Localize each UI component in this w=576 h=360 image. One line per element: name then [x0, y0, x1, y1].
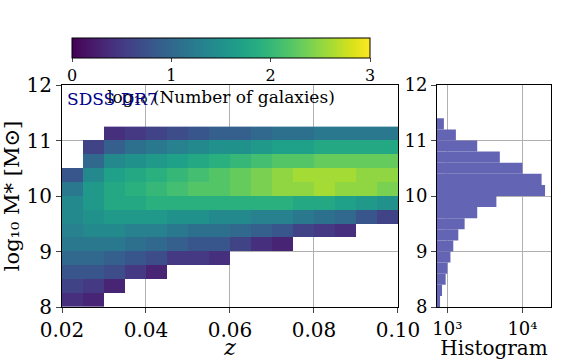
svg-text:0: 0 [67, 66, 77, 85]
svg-text:8: 8 [416, 296, 427, 317]
svg-text:10: 10 [405, 185, 428, 206]
svg-text:SDSS DR7: SDSS DR7 [67, 89, 158, 109]
svg-text:11: 11 [405, 130, 428, 151]
svg-text:11: 11 [27, 129, 52, 153]
svg-text:0.06: 0.06 [208, 318, 253, 342]
svg-text:0.10: 0.10 [376, 318, 421, 342]
svg-text:log₁₀ M* [M⊙]: log₁₀ M* [M⊙] [0, 121, 24, 271]
svg-text:0.02: 0.02 [40, 318, 85, 342]
svg-text:9: 9 [39, 240, 52, 264]
svg-text:10⁴: 10⁴ [507, 318, 537, 339]
svg-text:Histogram: Histogram [440, 336, 547, 360]
svg-text:9: 9 [416, 241, 427, 262]
svg-text:0.08: 0.08 [292, 318, 337, 342]
svg-text:10³: 10³ [432, 318, 462, 339]
svg-text:log₁₀ (Number of galaxies): log₁₀ (Number of galaxies) [107, 87, 335, 107]
svg-text:12: 12 [405, 74, 428, 95]
svg-text:8: 8 [39, 295, 52, 319]
svg-text:2: 2 [266, 66, 276, 85]
svg-text:3: 3 [365, 66, 375, 85]
svg-text:z: z [223, 335, 236, 360]
svg-text:12: 12 [27, 73, 52, 97]
svg-text:1: 1 [166, 66, 176, 85]
svg-text:0.04: 0.04 [124, 318, 169, 342]
svg-text:10: 10 [27, 184, 52, 208]
